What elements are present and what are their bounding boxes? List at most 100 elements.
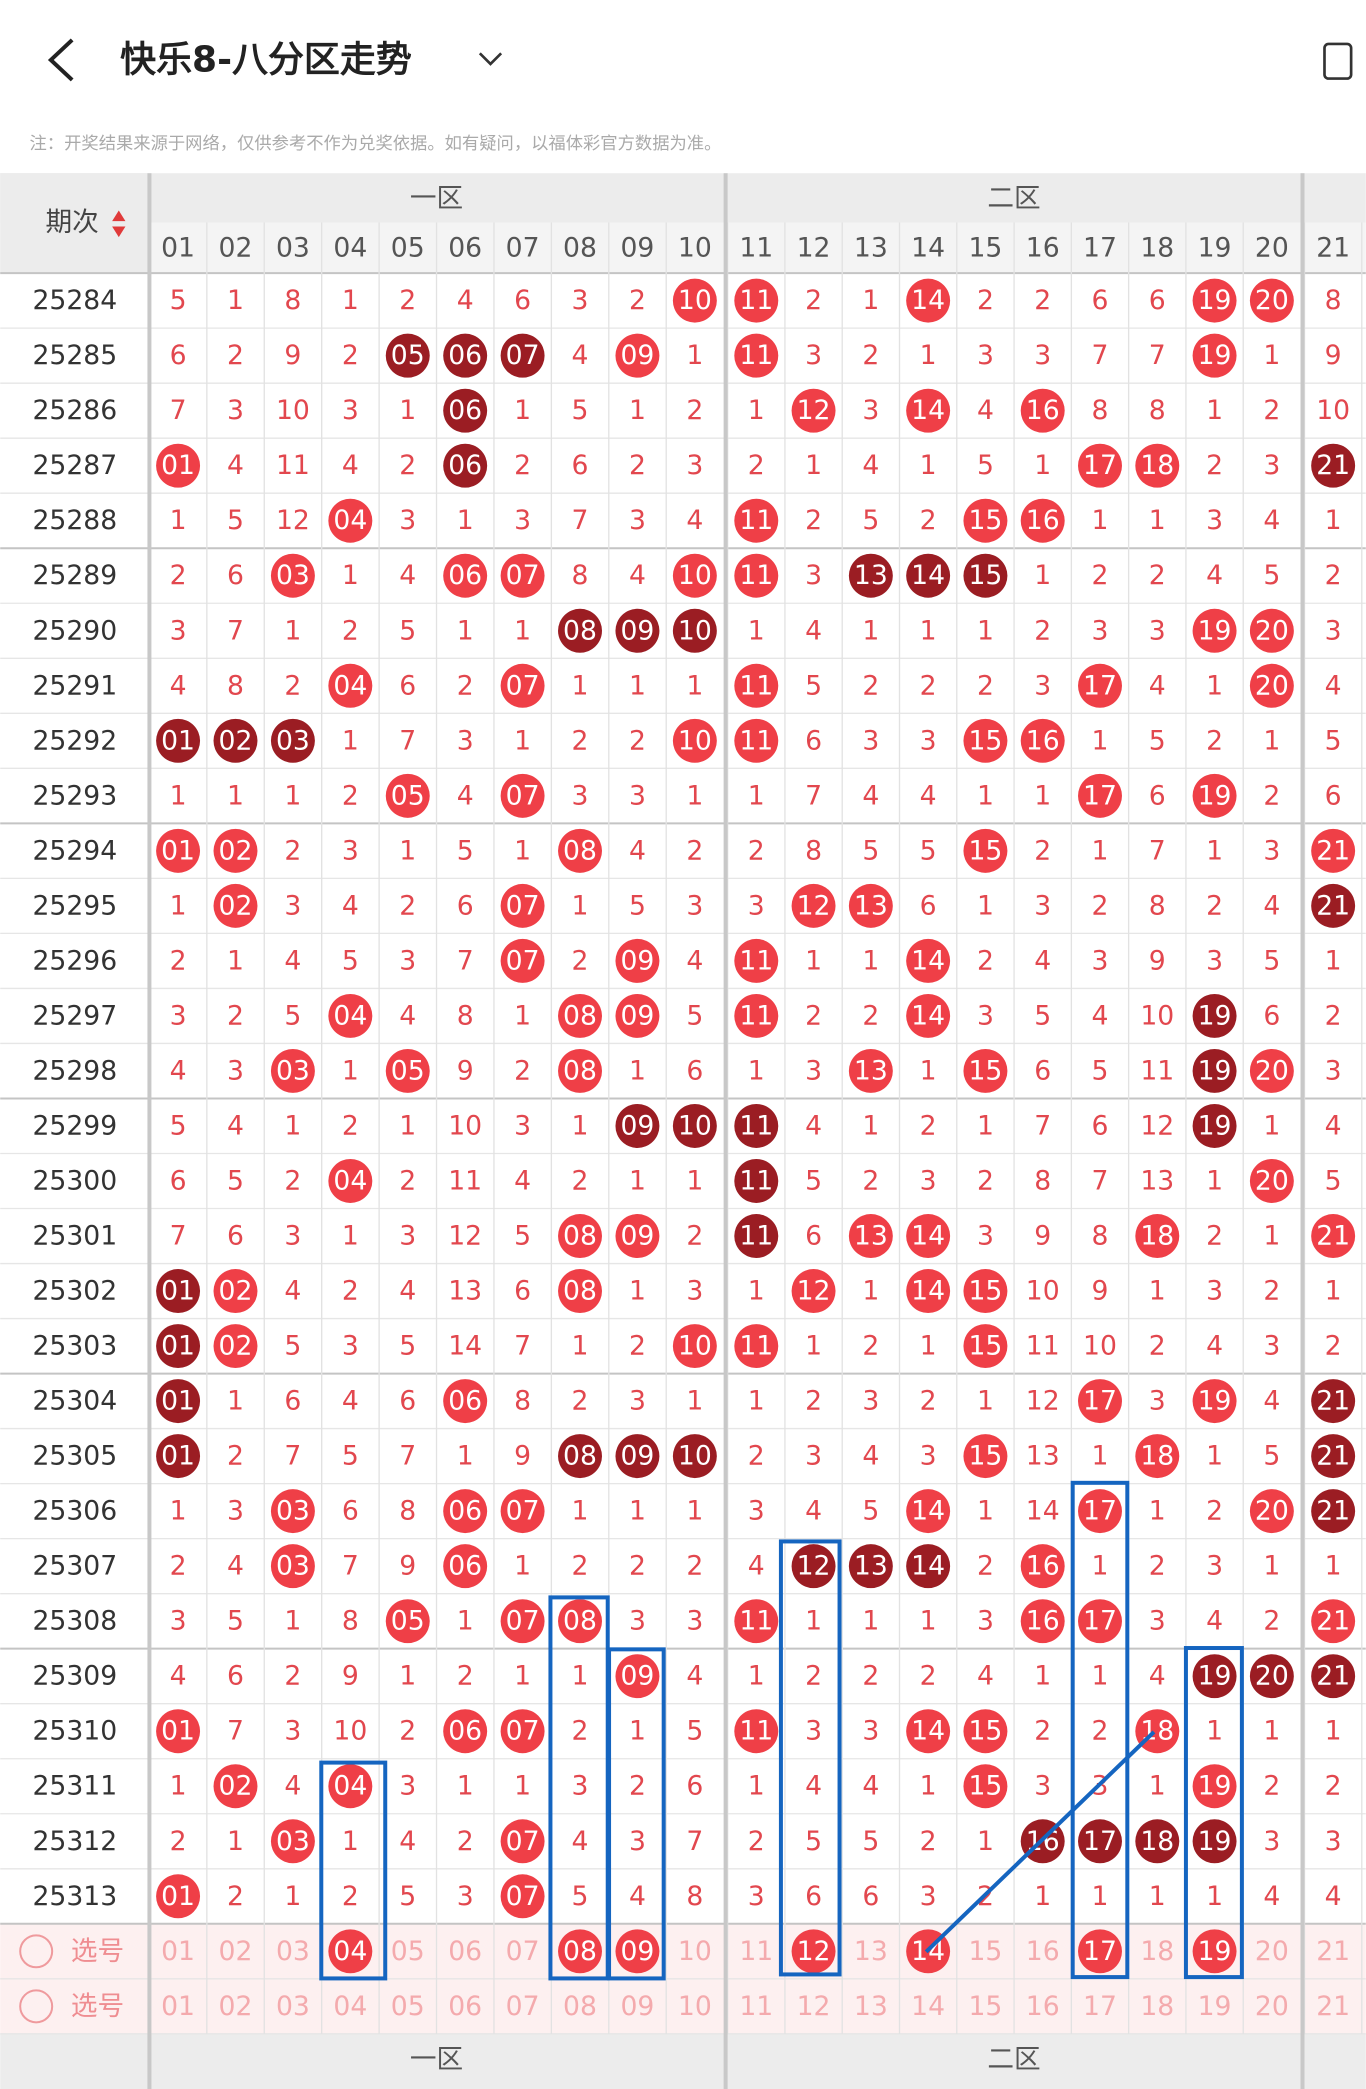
hit-ball xyxy=(213,883,258,928)
miss-count: 1 xyxy=(572,890,589,921)
miss-count: 5 xyxy=(862,505,879,536)
miss-count: 2 xyxy=(805,285,822,316)
miss-count: 4 xyxy=(1325,670,1342,701)
hit-number: 21 xyxy=(1316,450,1350,481)
hit-number: 12 xyxy=(797,1936,831,1967)
hit-number: 13 xyxy=(854,1551,888,1582)
miss-count: 2 xyxy=(342,615,359,646)
hit-ball xyxy=(734,1709,779,1754)
miss-count: 16 xyxy=(1026,1936,1060,1967)
hit-ball xyxy=(1192,333,1237,378)
hit-number: 20 xyxy=(1255,1661,1289,1692)
hit-ball xyxy=(734,278,779,323)
hit-number: 06 xyxy=(448,340,482,371)
hit-ball xyxy=(156,718,201,763)
miss-count: 7 xyxy=(1034,1110,1051,1141)
hit-ball xyxy=(443,1544,488,1589)
miss-count: 1 xyxy=(227,780,244,811)
rotate-icon[interactable] xyxy=(1323,42,1353,80)
hit-number: 14 xyxy=(911,1221,945,1252)
column-number: 03 xyxy=(276,232,310,263)
miss-count: 7 xyxy=(170,395,187,426)
hit-ball xyxy=(1311,1489,1356,1534)
period: 25289 xyxy=(32,560,117,591)
miss-count: 11 xyxy=(1140,1055,1174,1086)
hit-number: 15 xyxy=(968,1441,1002,1472)
miss-count: 1 xyxy=(862,285,879,316)
miss-count: 4 xyxy=(227,450,244,481)
miss-count: 2 xyxy=(1149,560,1166,591)
hit-ball xyxy=(734,1103,779,1148)
miss-count: 3 xyxy=(1206,945,1223,976)
miss-count: 3 xyxy=(748,890,765,921)
select-radio[interactable] xyxy=(19,1989,54,2024)
hit-number: 02 xyxy=(219,725,253,756)
hit-number: 09 xyxy=(620,1441,654,1472)
miss-count: 13 xyxy=(854,1936,888,1967)
miss-count: 1 xyxy=(686,340,703,371)
miss-count: 21 xyxy=(1316,1936,1350,1967)
miss-count: 3 xyxy=(457,1881,474,1912)
miss-count: 2 xyxy=(284,670,301,701)
hit-ball xyxy=(558,1269,602,1314)
hit-number: 06 xyxy=(448,450,482,481)
miss-count: 1 xyxy=(920,1606,937,1637)
period: 25294 xyxy=(32,835,117,866)
miss-count: 8 xyxy=(342,1606,359,1637)
period-header: 期次 xyxy=(46,207,99,238)
miss-count: 11 xyxy=(276,450,310,481)
miss-count: 8 xyxy=(457,1000,474,1031)
select-radio[interactable] xyxy=(19,1934,54,1969)
hit-number: 19 xyxy=(1198,1055,1232,1086)
dropdown-icon[interactable] xyxy=(478,52,503,66)
miss-count: 4 xyxy=(572,340,589,371)
miss-count: 5 xyxy=(572,1881,589,1912)
miss-count: 1 xyxy=(1092,1661,1109,1692)
miss-count: 9 xyxy=(1092,1276,1109,1307)
hit-number: 16 xyxy=(1026,395,1060,426)
hit-number: 07 xyxy=(506,560,540,591)
hit-ball xyxy=(156,1269,201,1314)
miss-count: 2 xyxy=(514,450,531,481)
hit-number: 19 xyxy=(1198,340,1232,371)
miss-count: 3 xyxy=(862,1716,879,1747)
back-button[interactable] xyxy=(47,38,74,82)
hit-ball xyxy=(615,1434,660,1479)
miss-count: 4 xyxy=(284,1771,301,1802)
miss-count: 5 xyxy=(342,1441,359,1472)
miss-count: 3 xyxy=(1149,1606,1166,1637)
miss-count: 1 xyxy=(1092,1881,1109,1912)
miss-count: 2 xyxy=(1149,1331,1166,1362)
miss-count: 1 xyxy=(1263,725,1280,756)
miss-count: 1 xyxy=(227,1826,244,1857)
hit-ball xyxy=(791,388,836,433)
miss-count: 2 xyxy=(572,1165,589,1196)
hit-number: 15 xyxy=(968,1716,1002,1747)
miss-count: 4 xyxy=(1149,670,1166,701)
miss-count: 3 xyxy=(342,835,359,866)
miss-count: 2 xyxy=(805,505,822,536)
miss-count: 2 xyxy=(805,1386,822,1417)
miss-count: 2 xyxy=(748,1441,765,1472)
miss-count: 10 xyxy=(678,1936,712,1967)
miss-count: 14 xyxy=(448,1331,482,1362)
hit-ball xyxy=(270,718,315,763)
miss-count: 4 xyxy=(1206,1606,1223,1637)
hit-number: 18 xyxy=(1140,1826,1174,1857)
hit-number: 11 xyxy=(739,1165,773,1196)
hit-ball xyxy=(1078,443,1122,488)
miss-count: 2 xyxy=(1034,835,1051,866)
hit-ball xyxy=(156,443,201,488)
hit-number: 14 xyxy=(911,945,945,976)
miss-count: 1 xyxy=(514,725,531,756)
miss-count: 1 xyxy=(1149,1496,1166,1527)
miss-count: 3 xyxy=(805,1716,822,1747)
miss-count: 1 xyxy=(1206,1165,1223,1196)
miss-count: 1 xyxy=(572,670,589,701)
hit-number: 20 xyxy=(1255,285,1289,316)
miss-count: 20 xyxy=(1255,1936,1289,1967)
hit-ball xyxy=(1311,828,1356,873)
hit-number: 07 xyxy=(506,945,540,976)
hit-ball xyxy=(906,278,951,323)
miss-count: 1 xyxy=(629,1165,646,1196)
